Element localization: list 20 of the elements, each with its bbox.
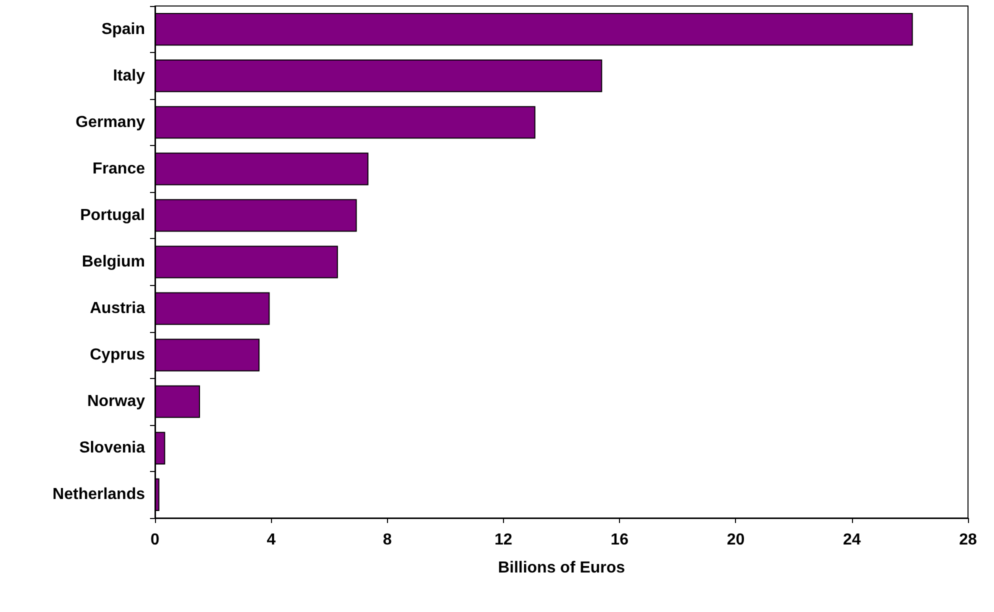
x-tick-label: 8 — [382, 532, 392, 548]
y-tick-label: Spain — [101, 20, 145, 38]
y-tick-label: France — [92, 160, 146, 178]
x-tick-label: 20 — [726, 532, 745, 548]
y-tick-label: Portugal — [80, 206, 145, 224]
y-tick-label: Belgium — [82, 254, 145, 270]
x-tick-label: 0 — [150, 532, 160, 548]
x-tick-label: 16 — [610, 532, 629, 548]
y-tick-label: Netherlands — [52, 486, 146, 504]
y-tick-label: Italy — [112, 67, 146, 84]
y-tick-label: Austria — [90, 300, 146, 318]
x-tick-label: 28 — [959, 532, 977, 548]
x-axis-title: Billions of Euros — [498, 560, 626, 576]
y-tick-label: Germany — [76, 114, 146, 131]
x-tick-label: 24 — [842, 532, 861, 548]
x-tick-label: 12 — [494, 532, 512, 548]
x-tick-label: 4 — [266, 532, 276, 548]
y-tick-label: Cyprus — [90, 346, 146, 364]
y-tick-label: Slovenia — [79, 440, 146, 457]
y-tick-label: Norway — [87, 393, 146, 410]
